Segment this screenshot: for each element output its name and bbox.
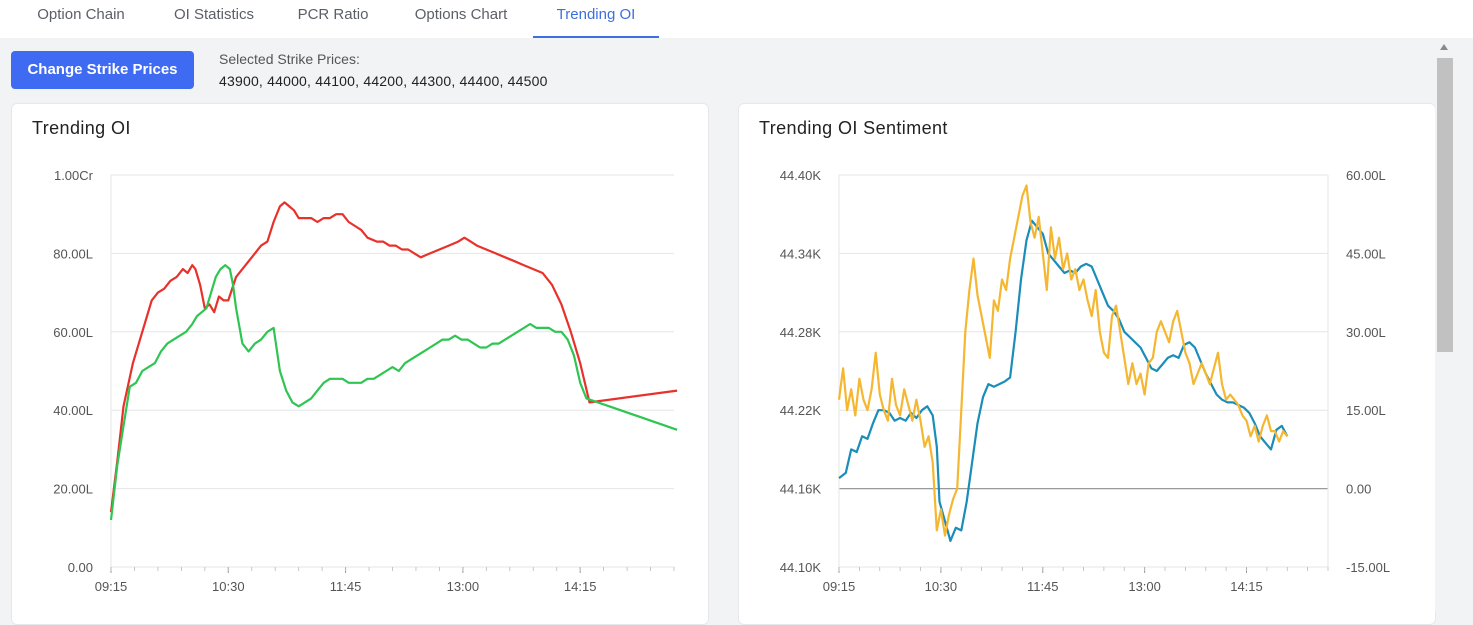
x-tick-label: 13:00 bbox=[447, 579, 480, 594]
x-tick-label: 09:15 bbox=[95, 579, 128, 594]
y-tick-label: 44.28K bbox=[780, 325, 822, 340]
y-tick-label: 44.34K bbox=[780, 246, 822, 261]
x-tick-label: 10:30 bbox=[925, 579, 958, 594]
trending-oi-sentiment-chart: 44.10K 44.16K 44.22K 44.28K 44.34K 44.40K -15.… bbox=[780, 168, 1390, 594]
trending-oi-chart: 0.00 20.00L 40.00L 60.00L 80.00L 1.00Cr 09:15 1… bbox=[53, 168, 678, 594]
series-line-blue bbox=[838, 219, 1289, 542]
y-tick-label: 1.00Cr bbox=[54, 168, 94, 183]
y-right-tick-label: 45.00L bbox=[1346, 246, 1386, 261]
x-tick-label: 14:15 bbox=[1230, 579, 1263, 594]
tab-bar: Option Chain OI Statistics PCR Ratio Opt… bbox=[0, 0, 1473, 38]
x-tick-label: 13:00 bbox=[1128, 579, 1161, 594]
x-tick-label: 11:45 bbox=[330, 579, 362, 594]
y-tick-label: 60.00L bbox=[53, 325, 93, 340]
x-tick-label: 09:15 bbox=[823, 579, 856, 594]
tab-pcr-ratio[interactable]: PCR Ratio bbox=[297, 6, 369, 23]
y-right-tick-label: 30.00L bbox=[1346, 325, 1386, 340]
y-right-tick-label: 15.00L bbox=[1346, 403, 1386, 418]
y-right-tick-label: -15.00L bbox=[1346, 560, 1390, 575]
y-tick-label: 0.00 bbox=[68, 560, 93, 575]
trending-oi-card: Trending OI bbox=[11, 103, 709, 625]
tab-trending-oi[interactable]: Trending OI bbox=[533, 0, 659, 38]
selected-strike-prices-label: Selected Strike Prices: bbox=[219, 51, 360, 67]
x-tick-label: 14:15 bbox=[564, 579, 597, 594]
series-line-orange bbox=[837, 184, 1289, 537]
tab-options-chart[interactable]: Options Chart bbox=[414, 6, 508, 23]
scrollbar-thumb[interactable] bbox=[1437, 58, 1453, 352]
x-tick-label: 10:30 bbox=[212, 579, 245, 594]
y-tick-label: 80.00L bbox=[53, 246, 93, 261]
y-right-tick-label: 0.00 bbox=[1346, 482, 1371, 497]
scroll-up-arrow-icon[interactable] bbox=[1440, 44, 1448, 50]
y-tick-label: 44.16K bbox=[780, 482, 822, 497]
trending-oi-sentiment-card: Trending OI Sentiment bbox=[738, 103, 1436, 625]
x-tick-label: 11:45 bbox=[1027, 579, 1059, 594]
y-tick-label: 44.10K bbox=[780, 560, 822, 575]
selected-strike-prices-values: 43900, 44000, 44100, 44200, 44300, 44400… bbox=[219, 73, 548, 89]
y-tick-label: 40.00L bbox=[53, 403, 93, 418]
tab-option-chain[interactable]: Option Chain bbox=[37, 6, 125, 23]
y-tick-label: 44.22K bbox=[780, 403, 822, 418]
y-tick-label: 44.40K bbox=[780, 168, 822, 183]
trending-oi-title: Trending OI bbox=[32, 118, 131, 138]
y-tick-label: 20.00L bbox=[53, 482, 93, 497]
change-strike-prices-button[interactable]: Change Strike Prices bbox=[11, 51, 194, 89]
trending-oi-sentiment-title: Trending OI Sentiment bbox=[759, 118, 948, 138]
series-line-green bbox=[109, 264, 678, 521]
y-right-tick-label: 60.00L bbox=[1346, 168, 1386, 183]
tab-oi-statistics[interactable]: OI Statistics bbox=[173, 6, 255, 23]
series-line-red bbox=[109, 201, 678, 513]
